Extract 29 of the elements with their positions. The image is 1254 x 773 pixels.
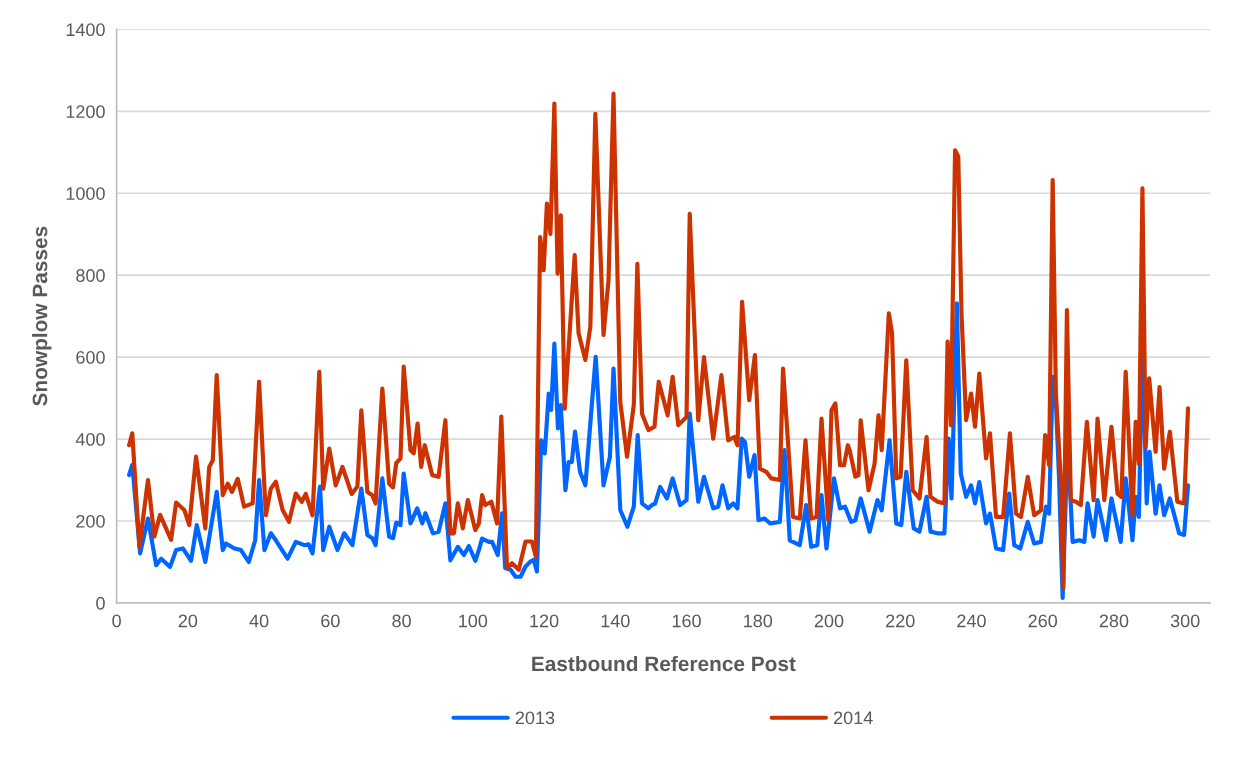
y-tick-label: 600 [76,351,105,364]
y-tick-label: 400 [75,433,105,446]
x-tick-label: 140 [601,614,630,628]
line-series [127,91,1191,591]
x-tick-label: 280 [1099,614,1129,628]
y-axis-title: Snowplow Passes [32,226,52,406]
x-tick-label: 200 [814,614,844,628]
x-tick-label: 80 [392,614,411,628]
x-tick-label: 240 [957,614,986,628]
y-tick-label: 1400 [66,23,105,37]
x-axis-title: Eastbound Reference Post [532,655,796,672]
x-tick-label: 220 [886,614,915,628]
x-tick-label: 20 [178,614,198,628]
x-tick-label: 180 [744,614,773,628]
x-tick-label: 300 [1170,614,1200,628]
y-tick-label: 200 [76,514,105,528]
x-tick-label: 60 [321,614,340,628]
y-tick-label: 1000 [66,187,105,200]
x-tick-label: 0 [112,614,121,628]
legend-label: 2013 [515,711,555,725]
y-tick-label: 0 [96,596,105,610]
x-tick-label: 160 [672,614,701,628]
y-tick-label: 800 [76,269,105,282]
x-tick-label: 120 [530,614,559,628]
y-tick-label: 1200 [66,105,105,119]
x-tick-label: 260 [1028,614,1058,628]
x-tick-label: 40 [249,614,269,628]
x-tick-label: 100 [459,614,488,628]
legend-label: 2014 [834,711,873,725]
